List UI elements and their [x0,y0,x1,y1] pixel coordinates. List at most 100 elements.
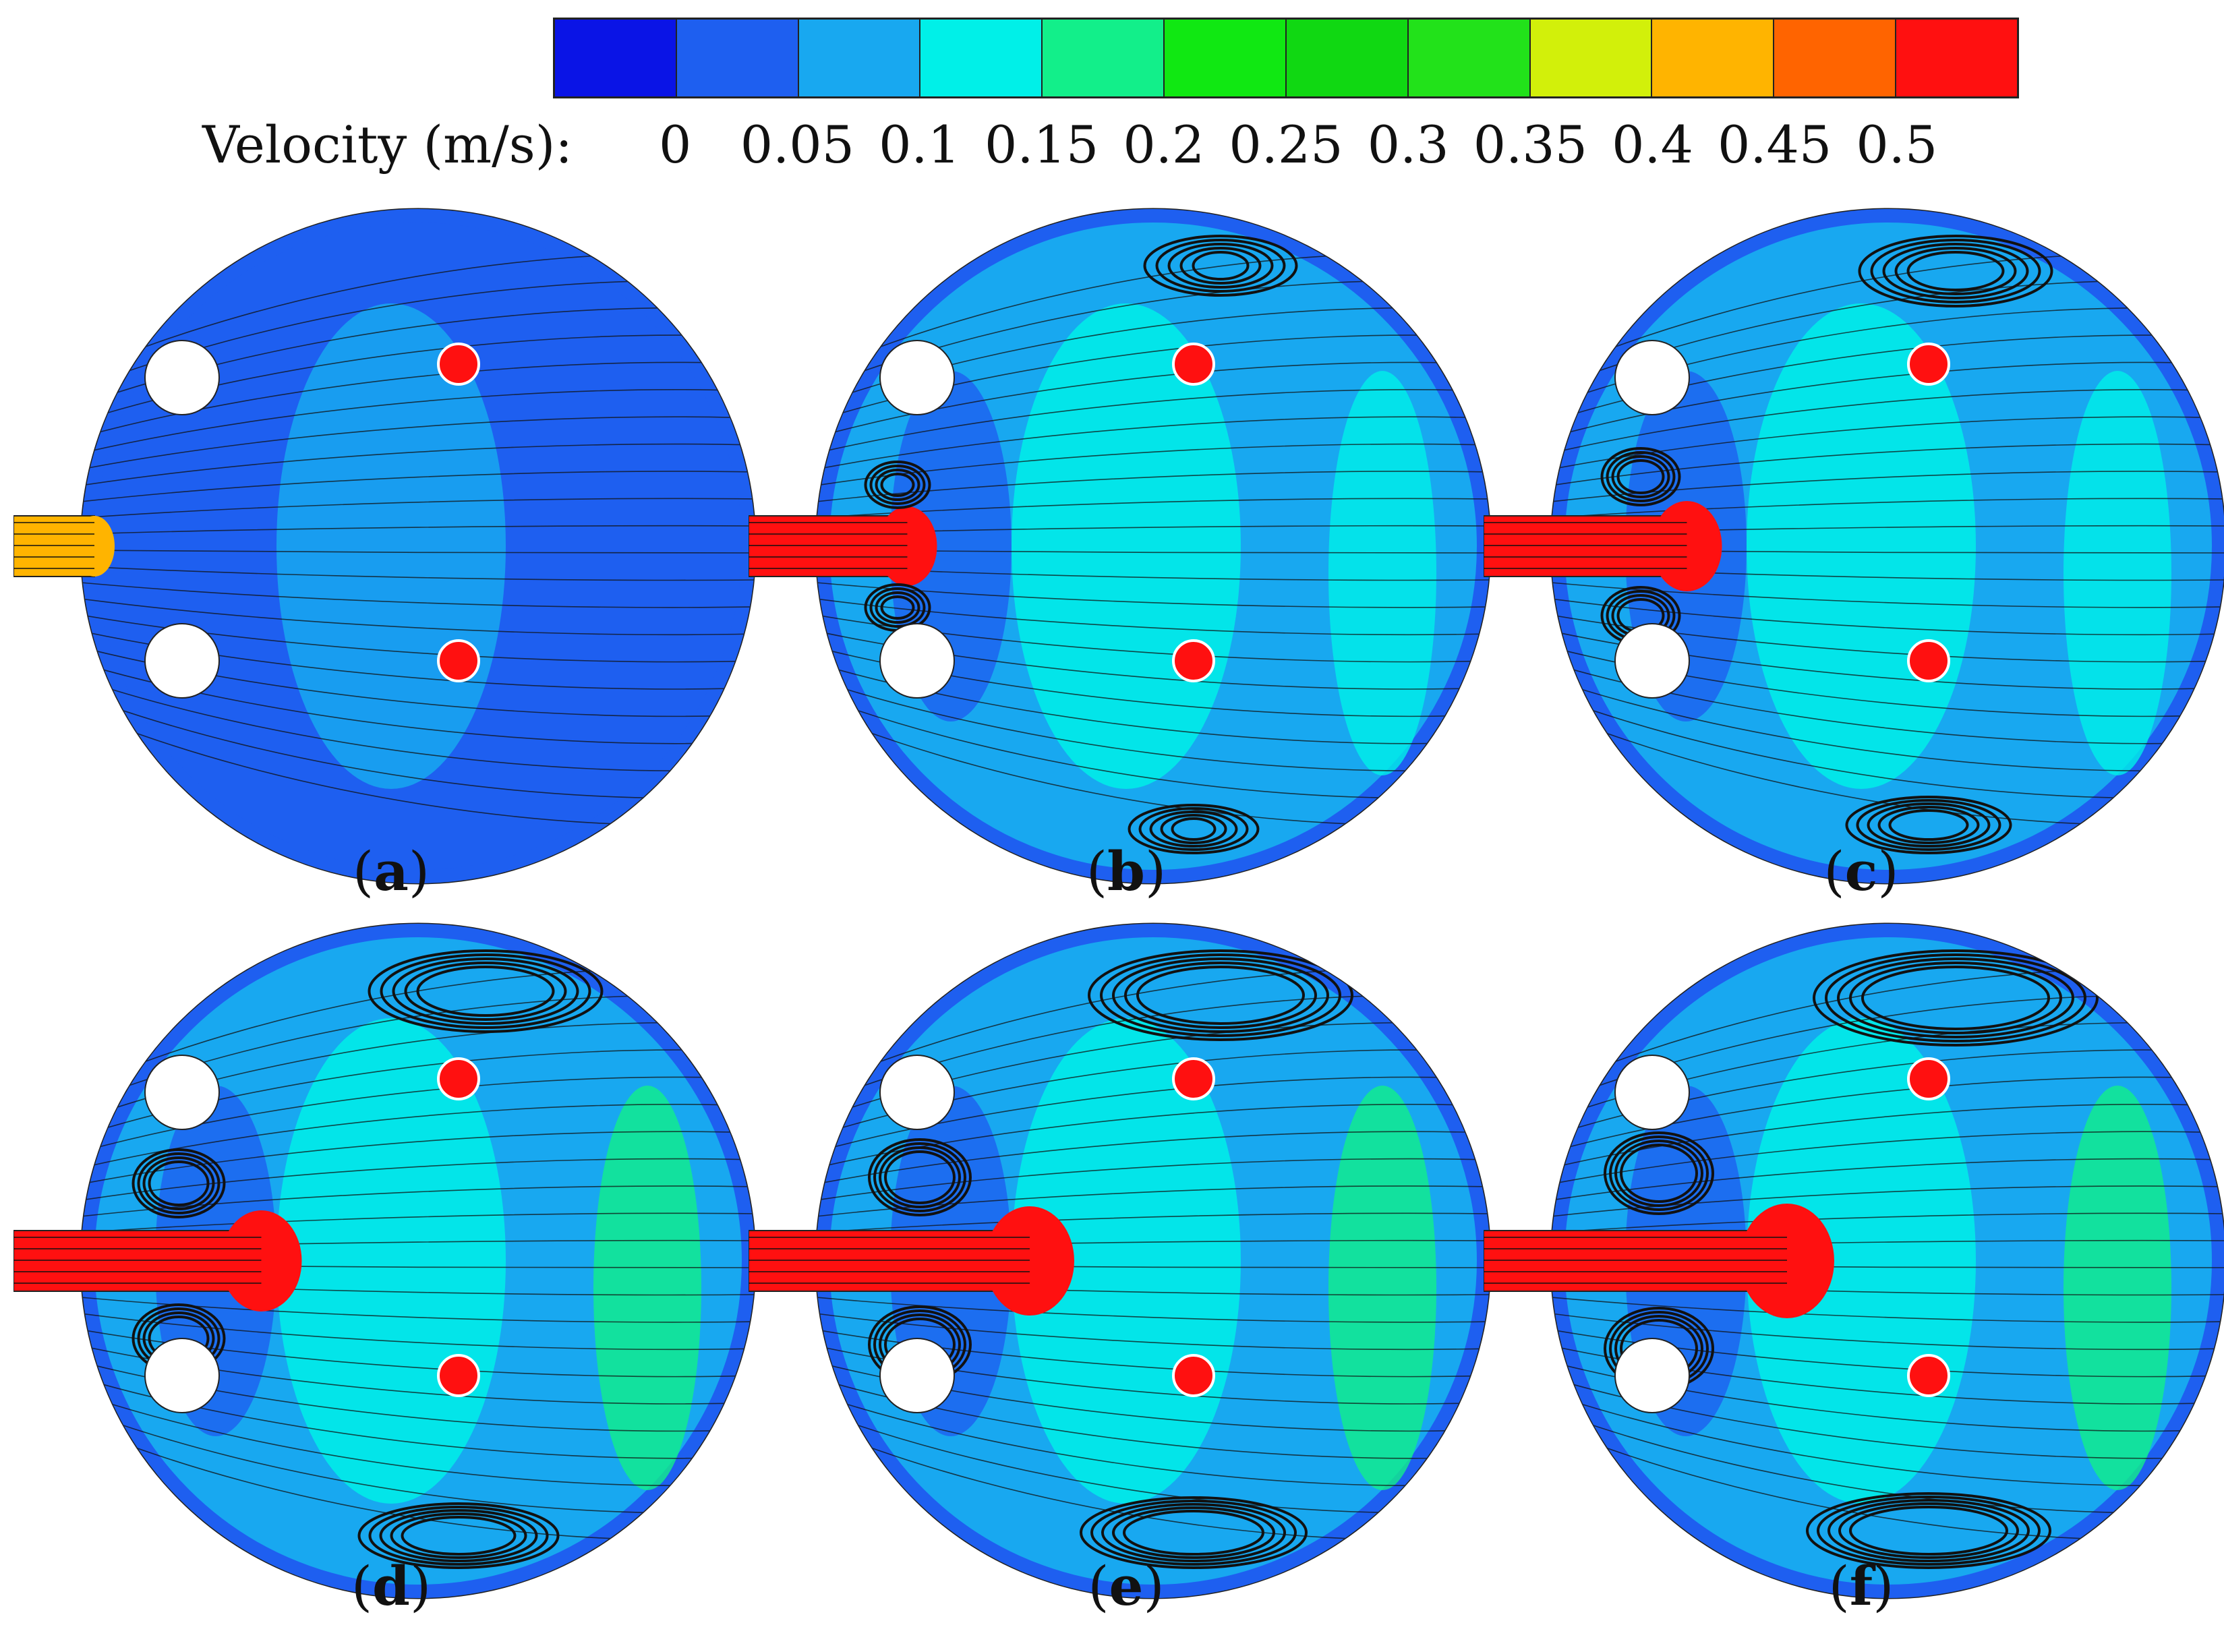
jet-vortex [875,469,920,501]
rod-obstacle [437,639,480,682]
contour-panel-c [1484,196,2224,937]
vortex-bottom [1160,814,1227,844]
hole-obstacle [1614,1338,1690,1413]
jet-front [877,506,937,586]
streamline [81,1131,755,1185]
vortex-top [1870,239,2041,303]
jet-vortex [137,1152,221,1214]
vortex-top [1906,251,2005,291]
streamline [1551,1297,2224,1323]
panel-graphic [1484,922,2224,1599]
vortex-bottom [1849,1506,2008,1556]
panel-label-d: (d) [351,1554,432,1618]
colorbar-tick-label: 0.35 [1473,115,1587,175]
vortex-top [1179,247,1262,285]
vortex-bottom [1888,809,1969,841]
streamline [1551,389,2224,454]
colorbar-segment [920,20,1043,96]
jet-front [1740,1204,1834,1318]
panel-graphic [13,208,755,885]
vortex-top [1124,962,1317,1029]
vortex-top [1882,243,2029,299]
hole-obstacle [879,623,955,699]
vortex-bottom [1138,807,1249,851]
vortex-top [1100,953,1341,1037]
hole-obstacle [144,623,220,699]
colorbar-segment [555,20,677,96]
vortex-top [1861,966,2050,1030]
rod-obstacle [1172,639,1215,682]
colorbar-tick-label: 0.25 [1229,115,1343,175]
streamline [81,443,755,486]
jet-vortex [1609,1135,1709,1211]
streamline [816,1131,1490,1185]
colorbar-segment [1408,20,1531,96]
jet-vortex [1614,1140,1703,1207]
colorbar-tick-label: 0.2 [1123,115,1205,175]
streamline [1551,1158,2224,1201]
outlet-zone [593,1086,701,1490]
colorbar-segment [1652,20,1775,96]
contour-panel-e [749,910,1490,1652]
contour-panel-f [1484,910,2224,1652]
panel-letter: a [374,839,409,903]
jet-vortex [880,595,915,620]
hole-obstacle [144,1338,220,1413]
colorbar-segment [1530,20,1653,96]
streamline [816,1297,1490,1323]
jet-vortex [1620,1144,1698,1203]
vortex-top [392,957,579,1025]
jet-vortex [873,1142,966,1212]
streamline [81,471,755,502]
vortex-top [1112,957,1329,1033]
rod-obstacle [1907,1057,1950,1100]
vortex-top [1155,239,1286,293]
colorbar-title: Velocity (m/s): [202,115,573,175]
vortex-top [416,966,555,1017]
vortex-top [1136,966,1305,1025]
streamline [1551,582,2224,608]
streamline [1551,443,2224,486]
vortex-bottom [357,1502,560,1569]
panel-label-b: (b) [1086,839,1167,903]
streamline [81,416,755,470]
streamline [816,416,1490,470]
streamline [81,1158,755,1201]
streamline [81,550,755,554]
rod-obstacle [1907,639,1950,682]
streamline [816,1313,1490,1351]
streamline [1551,1212,2224,1233]
rod-obstacle [437,343,480,386]
streamline [1551,1394,2224,1486]
streamline [1551,1104,2224,1169]
streamline [1551,598,2224,636]
vortex-bottom [390,1512,527,1559]
jet-vortex [864,461,931,509]
jet-vortex [148,1160,210,1206]
jet-vortex [1600,447,1681,506]
streamline [816,1394,1490,1486]
jet-vortex [1604,1131,1714,1215]
vortex-top [1167,243,1274,289]
contour-panel-b [749,196,1490,937]
colorbar-tick-label: 0.05 [740,115,854,175]
hole-obstacle [879,1055,955,1130]
vortex-top [1143,235,1298,297]
streamline [816,1185,1490,1217]
jet-front [74,516,115,577]
panel-label-f: (f) [1828,1554,1894,1618]
colorbar-tick-label: 0.45 [1718,115,1832,175]
hole-obstacle [144,340,220,415]
jet-vortex [1611,455,1670,498]
colorbar-tick-label: 0.5 [1856,115,1938,175]
contour-panel-a [13,196,755,937]
vortex-bottom [379,1509,538,1562]
jet-vortex [869,465,926,505]
streamline [81,582,755,608]
hole-obstacle [879,1338,955,1413]
jet-front [221,1210,302,1311]
hole-obstacle [1614,623,1690,699]
streamline [1551,498,2224,519]
vortex-bottom [1838,1502,2019,1559]
